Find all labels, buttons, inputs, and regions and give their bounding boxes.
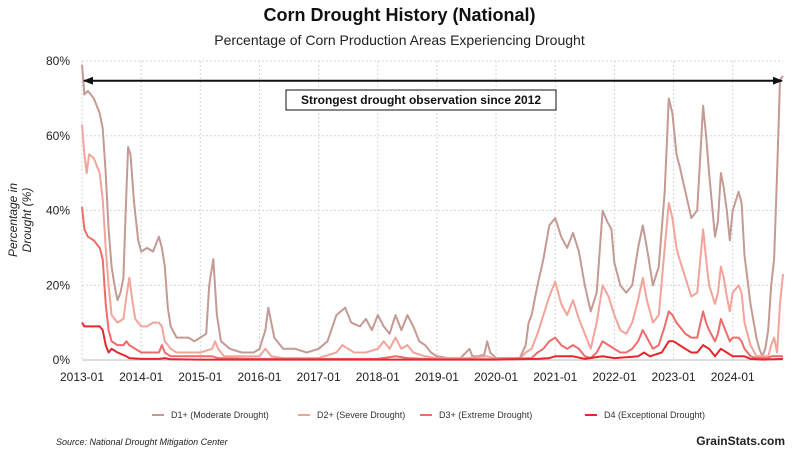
x-tick-label: 2014-01: [119, 370, 163, 384]
legend-item: D4 (Exceptional Drought): [585, 410, 705, 420]
y-tick-label: 20%: [46, 278, 70, 292]
x-tick-label: 2017-01: [297, 370, 341, 384]
legend-label: D1+ (Moderate Drought): [171, 410, 269, 420]
y-tick-label: 0%: [53, 353, 71, 367]
x-tick-label: 2015-01: [178, 370, 222, 384]
y-tick-label: 60%: [46, 129, 70, 143]
legend-swatch: [585, 414, 597, 416]
chart-legend: D1+ (Moderate Drought) D2+ (Severe Drough…: [0, 410, 799, 426]
legend-swatch: [298, 414, 310, 416]
x-tick-label: 2016-01: [237, 370, 281, 384]
brand-label: GrainStats.com: [696, 434, 785, 448]
legend-label: D2+ (Severe Drought): [317, 410, 406, 420]
legend-label: D3+ (Extreme Drought): [439, 410, 533, 420]
source-note: Source: National Drought Mitigation Cent…: [56, 437, 228, 447]
legend-item: D3+ (Extreme Drought): [420, 410, 532, 420]
x-tick-label: 2018-01: [356, 370, 400, 384]
legend-swatch: [420, 414, 432, 416]
annotation-box: [285, 89, 557, 111]
x-tick-label: 2023-01: [652, 370, 696, 384]
x-tick-label: 2020-01: [474, 370, 518, 384]
series-line: [81, 322, 784, 361]
x-tick-label: 2019-01: [415, 370, 459, 384]
y-tick-label: 80%: [46, 54, 70, 68]
chart-subtitle: Percentage of Corn Production Areas Expe…: [214, 32, 585, 48]
legend-item: D1+ (Moderate Drought): [152, 410, 269, 420]
legend-item: D2+ (Severe Drought): [298, 410, 405, 420]
legend-label: D4 (Exceptional Drought): [604, 410, 706, 420]
x-tick-label: 2013-01: [60, 370, 104, 384]
x-tick-label: 2024-01: [711, 370, 755, 384]
y-tick-label: 40%: [46, 204, 70, 218]
series-line: [81, 206, 783, 361]
chart-title: Corn Drought History (National): [263, 5, 536, 25]
x-tick-label: 2021-01: [533, 370, 577, 384]
series-line: [81, 64, 784, 360]
annotation-label: Strongest drought observation since 2012: [301, 93, 541, 107]
x-tick-label: 2022-01: [592, 370, 636, 384]
legend-swatch: [152, 414, 164, 416]
